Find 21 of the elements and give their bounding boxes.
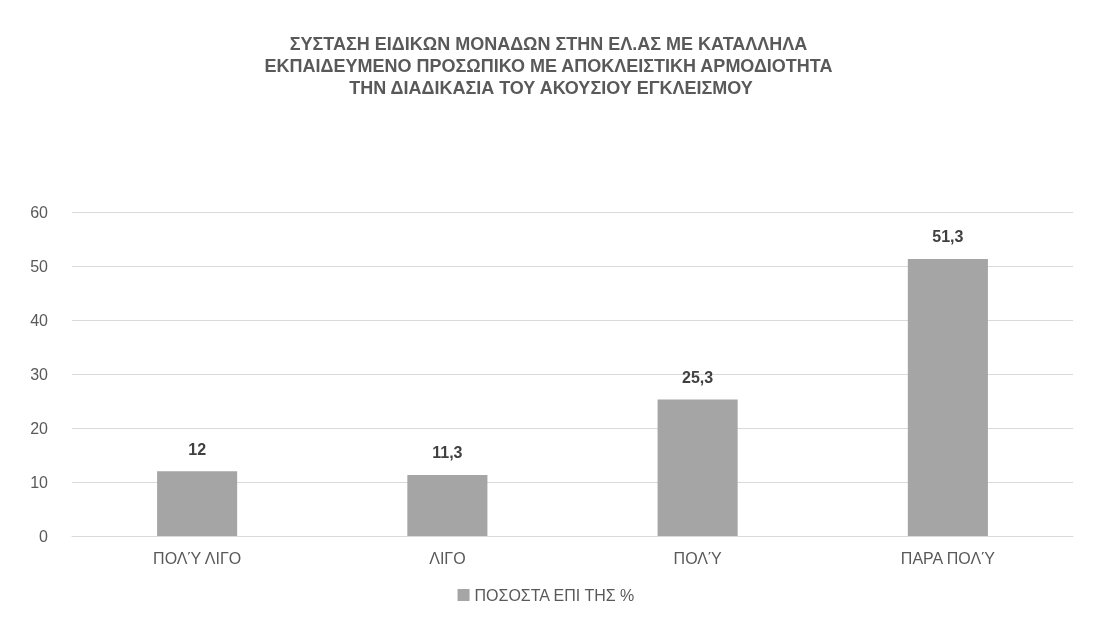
y-tick-label: 20 xyxy=(30,419,49,437)
x-tick-label: ΠΟΛΎ xyxy=(673,549,722,567)
bar xyxy=(407,474,488,536)
y-tick-label: 30 xyxy=(30,365,49,383)
data-label: 51,3 xyxy=(932,228,964,246)
bar xyxy=(657,399,738,536)
data-label: 12 xyxy=(188,440,207,458)
chart-title: ΣΥΣΤΑΣΗ ΕΙΔΙΚΩΝ ΜΟΝΑΔΩΝ ΣΤΗΝ ΕΛ.ΑΣ ΜΕ ΚΑΤΑΛΛΗΛΑ ΕΚΠΑΙΔΕΥΜΕΝΟ ΠΡΟΣΩΠΙΚΟ ΜΕ ΑΠΟΚΛΕΙΣΤΙΚΗ ΑΡΜΟΔΙΟΤΗΤΑ ΤΗΝ ΔΙΑΔΙΚΑΣΙΑ ΤΟΥ ΑΚΟΥΣΙΟΥ ΕΓΚΛΕΙΣΜΟΥ xyxy=(264,34,838,98)
x-tick-label: ΛΙΓΟ xyxy=(429,549,466,567)
x-tick-label: ΠΑΡΑ ΠΟΛΎ xyxy=(900,549,996,567)
y-tick-label: 40 xyxy=(30,311,49,329)
bar xyxy=(907,258,988,536)
data-label: 25,3 xyxy=(682,368,714,386)
y-tick-label: 60 xyxy=(30,203,49,221)
y-tick-label: 0 xyxy=(39,527,49,545)
data-label: 11,3 xyxy=(432,444,463,462)
y-tick-label: 10 xyxy=(30,473,49,491)
y-tick-label: 50 xyxy=(30,257,49,275)
bar xyxy=(157,471,238,536)
legend-label: ΠΟΣΟΣΤΑ ΕΠΙ ΤΗΣ % xyxy=(474,586,635,604)
x-tick-label: ΠΟΛΎ ΛΙΓΟ xyxy=(153,549,242,567)
